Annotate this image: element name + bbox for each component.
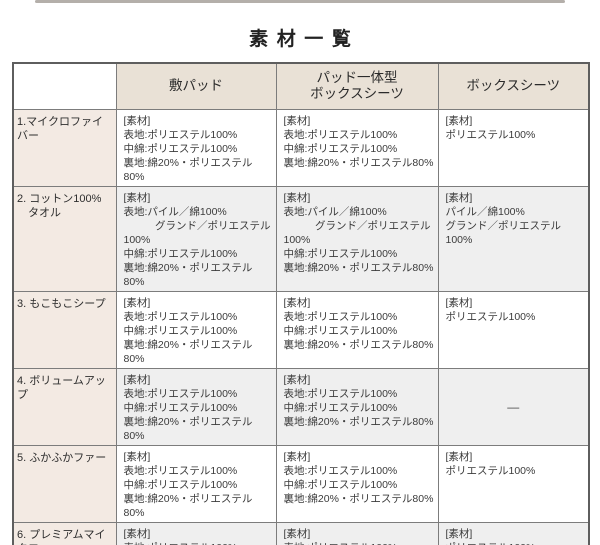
material-cell-shikipad: [素材] 表地:パイル／綿100% グランド／ポリエステル100% 中綿:ポリエ…: [115, 185, 277, 292]
col-header-shikipad: 敷パッド: [115, 62, 277, 110]
material-cell-shikipad: [素材] 表地:ポリエステル100% 中綿:ポリエステル100% 裏地:綿20%…: [115, 367, 277, 446]
col-header-box-sheet: ボックスシーツ: [437, 62, 590, 110]
col-header-pad-box-sheet: パッド一体型 ボックスシーツ: [275, 62, 439, 110]
materials-table: 敷パッド パッド一体型 ボックスシーツ ボックスシーツ 1.マイクロファイバー …: [12, 62, 590, 545]
material-cell-pad-box: [素材] 表地:ポリエステル100% 中綿:ポリエステル100% 裏地:綿20%…: [275, 367, 439, 446]
row-label: 6. プレミアムマイクロ: [12, 521, 117, 545]
corner-cell: [12, 62, 117, 110]
row-label: 5. ふかふかファー: [12, 444, 117, 523]
row-label: 3. もこもこシープ: [12, 290, 117, 369]
row-label: 2. コットン100% タオル: [12, 185, 117, 292]
top-divider: [35, 0, 565, 3]
material-cell-shikipad: [素材] 表地:ポリエステル100% 中綿:ポリエステル100% 裏地:綿20%…: [115, 108, 277, 187]
material-cell-shikipad: [素材] 表地:ポリエステル100% 中綿:ポリエステル100% 裏地:綿20%…: [115, 521, 277, 545]
material-cell-box: [素材] ポリエステル100%: [437, 521, 590, 545]
material-cell-pad-box: [素材] 表地:ポリエステル100% 中綿:ポリエステル100% 裏地:綿20%…: [275, 444, 439, 523]
material-cell-box: [素材] ポリエステル100%: [437, 290, 590, 369]
row-label: 4. ボリュームアップ: [12, 367, 117, 446]
table-row: 4. ボリュームアップ [素材] 表地:ポリエステル100% 中綿:ポリエステル…: [12, 367, 590, 446]
material-cell-pad-box: [素材] 表地:ポリエステル100% 中綿:ポリエステル100% 裏地:綿20%…: [275, 290, 439, 369]
page-title: 素材一覧: [249, 29, 360, 50]
material-cell-box: [素材] ポリエステル100%: [437, 444, 590, 523]
header-row: 敷パッド パッド一体型 ボックスシーツ ボックスシーツ: [12, 62, 590, 110]
material-cell-pad-box: [素材] 表地:パイル／綿100% グランド／ポリエステル100% 中綿:ポリエ…: [275, 185, 439, 292]
table-row: 3. もこもこシープ [素材] 表地:ポリエステル100% 中綿:ポリエステル1…: [12, 290, 590, 369]
material-cell-pad-box: [素材] 表地:ポリエステル100% 中綿:ポリエステル100% 裏地:綿20%…: [275, 108, 439, 187]
row-label: 1.マイクロファイバー: [12, 108, 117, 187]
table-row: 5. ふかふかファー [素材] 表地:ポリエステル100% 中綿:ポリエステル1…: [12, 444, 590, 523]
material-cell-box: [素材] ポリエステル100%: [437, 108, 590, 187]
material-cell-box-empty: —: [437, 367, 590, 446]
material-cell-shikipad: [素材] 表地:ポリエステル100% 中綿:ポリエステル100% 裏地:綿20%…: [115, 444, 277, 523]
table-row: 2. コットン100% タオル [素材] 表地:パイル／綿100% グランド／ポ…: [12, 185, 590, 292]
material-cell-pad-box: [素材] 表地:ポリエステル100% 中綿:ポリエステル100% 裏地:綿20%…: [275, 521, 439, 545]
material-cell-shikipad: [素材] 表地:ポリエステル100% 中綿:ポリエステル100% 裏地:綿20%…: [115, 290, 277, 369]
table-row: 1.マイクロファイバー [素材] 表地:ポリエステル100% 中綿:ポリエステル…: [12, 108, 590, 187]
table-row: 6. プレミアムマイクロ [素材] 表地:ポリエステル100% 中綿:ポリエステ…: [12, 521, 590, 545]
material-cell-box: [素材] パイル／綿100% グランド／ポリエステル100%: [437, 185, 590, 292]
